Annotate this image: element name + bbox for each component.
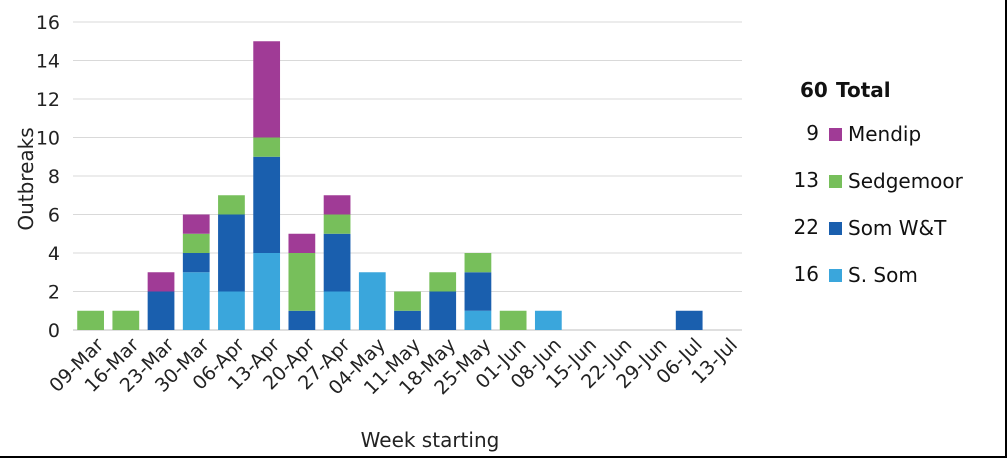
bar-segment (464, 310, 492, 330)
legend-swatch (829, 128, 842, 141)
legend-label: Sedgemoor (848, 169, 964, 193)
bar-segment (253, 41, 281, 138)
legend-label: S. Som (848, 263, 918, 287)
bar-segment (394, 291, 421, 311)
bar-segment (288, 233, 316, 253)
bar-segment (147, 291, 175, 330)
y-tick-label: 10 (36, 128, 60, 150)
legend-count: 9 (806, 121, 819, 145)
legend-count: 22 (794, 215, 819, 239)
bar-segment (323, 291, 351, 330)
bar-segment (147, 272, 175, 292)
y-axis-title: Outbreaks (14, 127, 38, 230)
legend: 60 Total 9 Mendip 13 Sedgemoor 22 Som W&T 16 S.… (794, 78, 964, 287)
bar-segment (112, 310, 140, 330)
legend-total-count: 60 (800, 78, 828, 102)
y-tick-label: 12 (36, 89, 60, 111)
y-tick-label: 14 (36, 51, 60, 73)
bar-segment (77, 310, 104, 330)
bar-segment (253, 253, 281, 330)
bar-segment (429, 291, 457, 330)
bar-segment (218, 291, 245, 330)
bar-segment (253, 156, 281, 253)
bar-segment (675, 310, 703, 330)
x-axis-ticks: 09-Mar16-Mar23-Mar30-Mar06-Apr13-Apr20-A… (45, 334, 742, 399)
legend-count: 16 (794, 262, 819, 286)
bar-segment (288, 253, 316, 311)
bar-segment (323, 233, 351, 292)
legend-label: Som W&T (848, 216, 947, 240)
y-tick-label: 2 (48, 282, 60, 304)
bar-segment (218, 195, 245, 215)
bar-segment (429, 272, 457, 292)
bar-segment (464, 272, 492, 311)
legend-swatch (829, 269, 842, 282)
legend-label: Mendip (848, 122, 921, 146)
bar-segment (218, 214, 245, 292)
y-tick-label: 4 (48, 243, 60, 265)
x-axis-title: Week starting (361, 428, 500, 452)
bar-segment (358, 272, 386, 330)
bar-segment (253, 137, 281, 157)
bar-segment (464, 253, 492, 273)
y-axis-ticks: 0 2 4 6 8 10 12 14 16 (36, 12, 60, 342)
bar-segment (182, 272, 210, 330)
bar-segment (499, 310, 527, 330)
bar-segment (323, 214, 351, 234)
bar-segment (394, 310, 421, 330)
legend-total-label: Total (836, 78, 891, 102)
y-tick-label: 6 (48, 205, 60, 227)
bars (77, 41, 703, 330)
y-tick-label: 16 (36, 12, 60, 34)
legend-swatch (829, 222, 842, 235)
y-tick-label: 0 (48, 320, 60, 342)
bar-segment (182, 233, 210, 253)
bar-segment (534, 310, 562, 330)
legend-count: 13 (794, 168, 819, 192)
bar-segment (288, 310, 316, 330)
legend-swatch (829, 175, 842, 188)
bar-segment (182, 214, 210, 234)
bar-segment (323, 195, 351, 215)
bar-segment (182, 253, 210, 273)
y-tick-label: 8 (48, 166, 60, 188)
